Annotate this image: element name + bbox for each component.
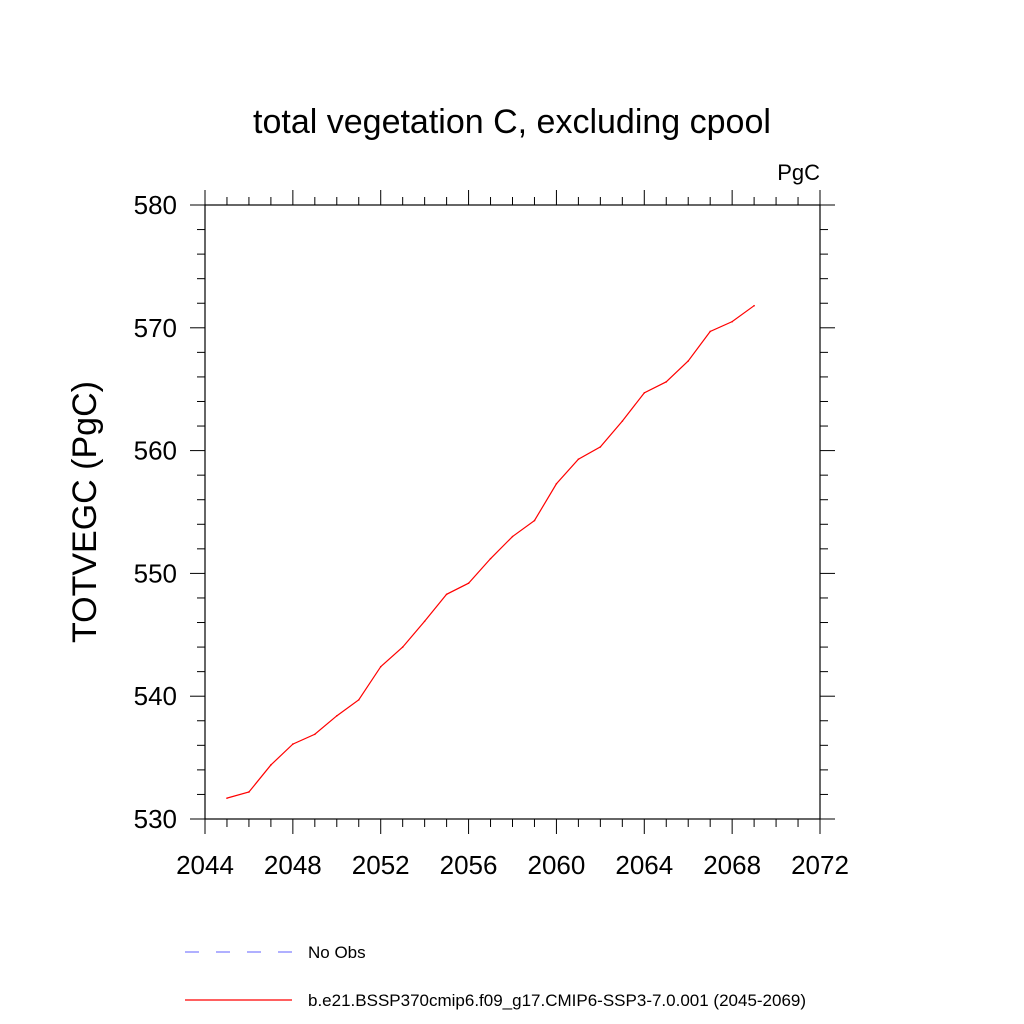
data-point xyxy=(401,646,404,648)
y-tick-label: 550 xyxy=(134,558,177,588)
y-tick-label: 580 xyxy=(134,190,177,220)
data-point xyxy=(335,715,338,717)
series-layer xyxy=(226,304,755,799)
data-point xyxy=(423,620,426,623)
x-tick-label: 2060 xyxy=(528,850,586,880)
data-point xyxy=(467,582,470,585)
x-tick-label: 2044 xyxy=(176,850,234,880)
axis-ticks: 2044 2048 2052 2056 2060 2064 2068 2072 530 540 55… xyxy=(134,190,849,880)
y-tick-label: 540 xyxy=(134,681,177,711)
x-tick-label: 2056 xyxy=(440,850,498,880)
data-point xyxy=(599,446,602,448)
data-point xyxy=(753,304,755,307)
data-point xyxy=(314,733,316,736)
x-tick-label: 2048 xyxy=(264,850,322,880)
units-label: PgC xyxy=(777,160,820,185)
y-tick-label: 530 xyxy=(134,804,177,834)
data-point xyxy=(709,330,711,333)
legend-label-0: b.e21.BSSP370cmip6.f09_g17.CMIP6-SSP3-7.… xyxy=(308,991,806,1010)
data-point xyxy=(687,360,690,362)
data-point xyxy=(248,791,250,793)
data-point xyxy=(489,557,492,560)
data-point xyxy=(555,482,558,485)
data-point xyxy=(577,458,580,460)
data-point xyxy=(643,392,646,394)
data-point xyxy=(533,519,536,522)
data-point xyxy=(357,699,360,701)
x-tick-label: 2072 xyxy=(791,850,849,880)
data-point xyxy=(665,381,668,383)
y-axis-label: TOTVEGC (PgC) xyxy=(66,381,104,643)
plot-frame xyxy=(204,204,821,820)
x-tick-label: 2052 xyxy=(352,850,410,880)
legend-label-1: No Obs xyxy=(308,943,366,962)
data-point xyxy=(379,665,382,668)
data-point xyxy=(226,797,228,799)
series-line-0 xyxy=(226,305,755,799)
x-tick-label: 2068 xyxy=(703,850,761,880)
x-tick-label: 2064 xyxy=(615,850,673,880)
legend: No Obs b.e21.BSSP370cmip6.f09_g17.CMIP6-S… xyxy=(185,943,806,1010)
y-tick-label: 560 xyxy=(134,436,177,466)
data-point xyxy=(445,593,448,596)
data-point xyxy=(270,764,272,766)
data-point xyxy=(731,320,733,323)
chart-title: total vegetation C, excluding cpool xyxy=(253,103,771,141)
y-tick-label: 570 xyxy=(134,313,177,343)
data-point xyxy=(292,743,294,745)
data-point xyxy=(511,535,514,538)
data-point xyxy=(621,420,624,422)
